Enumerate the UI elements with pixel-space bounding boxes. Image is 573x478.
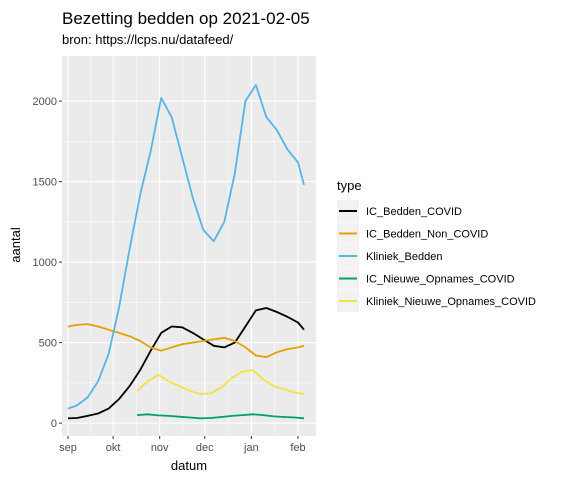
x-axis-title: datum: [171, 458, 207, 473]
x-tick-label: okt: [106, 442, 121, 454]
series-line-kliniek-nieuwe-opnames-covid: [136, 369, 305, 395]
series-line-ic-nieuwe-opnames-covid: [137, 413, 305, 420]
chart-subtitle: bron: https://lcps.nu/datafeed/: [62, 32, 234, 47]
legend-title: type: [337, 178, 362, 193]
x-axis: sep okt nov dec jan feb: [59, 436, 306, 454]
series-line-ic-bedden-non-covid: [67, 323, 305, 358]
y-axis-title: aantal: [8, 227, 23, 263]
legend-label: Kliniek_Bedden: [366, 251, 442, 263]
panel-background: [62, 56, 316, 436]
x-tick-label: jan: [243, 442, 259, 454]
series-line-ic-bedden-covid: [67, 307, 305, 420]
legend-label: IC_Bedden_COVID: [366, 206, 462, 218]
y-tick-label: 0: [51, 418, 57, 430]
legend-label: IC_Bedden_Non_COVID: [366, 229, 488, 241]
y-tick-label: 2000: [33, 96, 57, 108]
x-tick-label: feb: [290, 442, 305, 454]
y-tick-label: 1500: [33, 177, 57, 189]
legend-label: IC_Nieuwe_Opnames_COVID: [366, 274, 515, 286]
plot-panel: [62, 56, 316, 436]
y-tick-label: 1000: [33, 257, 57, 269]
x-tick-label: nov: [151, 442, 169, 454]
y-tick-label: 500: [39, 338, 57, 350]
x-tick-label: dec: [196, 442, 214, 454]
x-tick-label: sep: [59, 442, 77, 454]
chart-title: Bezetting bedden op 2021-02-05: [62, 9, 310, 28]
series-line-kliniek-bedden: [67, 84, 305, 410]
legend-label: Kliniek_Nieuwe_Opnames_COVID: [366, 296, 536, 308]
series-lines: [67, 84, 305, 420]
y-axis: 0 500 1000 1500 2000: [33, 96, 62, 430]
legend: type IC_Bedden_COVID IC_Bedden_Non_COVID K…: [337, 178, 536, 312]
